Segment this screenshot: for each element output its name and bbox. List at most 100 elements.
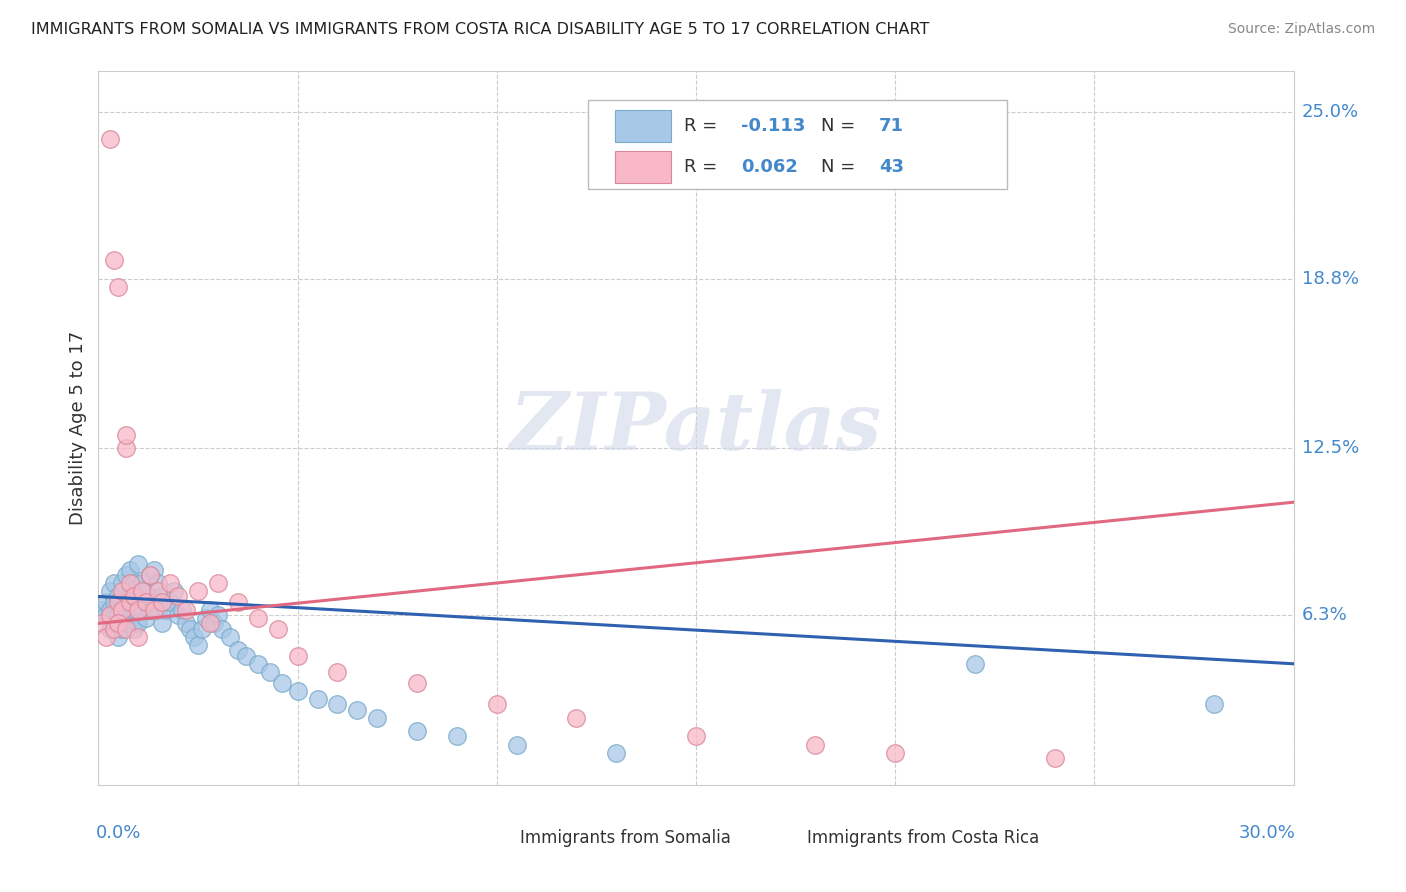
Point: [115, 595, 138, 609]
Point: [163, 584, 186, 599]
Point: [150, 590, 173, 604]
Point: [198, 603, 221, 617]
Point: [124, 603, 146, 617]
Point: [91, 616, 114, 631]
Point: [135, 584, 157, 599]
Point: [111, 584, 134, 599]
Point: [120, 611, 142, 625]
Point: [107, 590, 129, 604]
Point: [98, 584, 122, 599]
Point: [103, 576, 125, 591]
Text: R =: R =: [685, 158, 723, 176]
Point: [267, 622, 290, 636]
Point: [605, 746, 627, 760]
FancyBboxPatch shape: [761, 824, 799, 853]
Point: [346, 702, 368, 716]
Y-axis label: Disability Age 5 to 17: Disability Age 5 to 17: [69, 331, 87, 525]
Point: [167, 608, 190, 623]
Point: [139, 568, 162, 582]
Text: Immigrants from Costa Rica: Immigrants from Costa Rica: [807, 830, 1039, 847]
Point: [685, 730, 707, 744]
Point: [198, 616, 221, 631]
Point: [107, 630, 129, 644]
Text: 71: 71: [879, 117, 904, 135]
Point: [287, 648, 309, 663]
Point: [115, 622, 138, 636]
Point: [307, 691, 329, 706]
FancyBboxPatch shape: [614, 152, 671, 183]
Point: [98, 622, 122, 636]
Point: [115, 616, 138, 631]
Point: [235, 648, 257, 663]
Point: [127, 616, 149, 631]
Point: [124, 622, 146, 636]
Point: [366, 711, 388, 725]
Point: [135, 611, 157, 625]
Point: [159, 576, 181, 591]
Point: [211, 622, 233, 636]
Point: [103, 252, 125, 267]
Point: [207, 608, 229, 623]
Point: [150, 616, 173, 631]
Text: 0.062: 0.062: [741, 158, 799, 176]
Point: [446, 730, 468, 744]
Point: [326, 697, 349, 711]
Point: [226, 643, 249, 657]
Point: [127, 630, 149, 644]
Point: [1043, 751, 1066, 765]
Point: [139, 603, 162, 617]
Point: [124, 590, 146, 604]
Point: [131, 576, 153, 591]
Point: [111, 603, 134, 617]
Point: [91, 603, 114, 617]
Text: 30.0%: 30.0%: [1239, 824, 1296, 842]
Point: [159, 595, 181, 609]
Point: [187, 584, 209, 599]
Point: [187, 638, 209, 652]
Point: [127, 590, 149, 604]
Text: N =: N =: [821, 158, 862, 176]
Point: [139, 568, 162, 582]
Point: [174, 616, 197, 631]
Point: [202, 616, 225, 631]
Point: [103, 622, 125, 636]
Text: IMMIGRANTS FROM SOMALIA VS IMMIGRANTS FROM COSTA RICA DISABILITY AGE 5 TO 17 COR: IMMIGRANTS FROM SOMALIA VS IMMIGRANTS FR…: [31, 22, 929, 37]
Point: [172, 603, 194, 617]
Point: [259, 665, 281, 679]
Point: [124, 576, 146, 591]
Point: [98, 603, 122, 617]
Point: [219, 630, 242, 644]
Point: [226, 595, 249, 609]
Point: [179, 622, 201, 636]
FancyBboxPatch shape: [474, 824, 512, 853]
Point: [120, 595, 142, 609]
Point: [107, 280, 129, 294]
Point: [143, 562, 166, 576]
Point: [207, 576, 229, 591]
FancyBboxPatch shape: [589, 100, 1007, 189]
Point: [485, 697, 508, 711]
Point: [115, 442, 138, 456]
Point: [120, 562, 142, 576]
Point: [131, 603, 153, 617]
Point: [96, 595, 118, 609]
Point: [127, 557, 149, 571]
Point: [107, 608, 129, 623]
Point: [148, 603, 170, 617]
Point: [565, 711, 588, 725]
Point: [103, 616, 125, 631]
Point: [246, 657, 269, 671]
Point: [143, 595, 166, 609]
FancyBboxPatch shape: [614, 111, 671, 142]
Point: [174, 603, 197, 617]
Point: [326, 665, 349, 679]
Point: [96, 630, 118, 644]
Point: [131, 584, 153, 599]
Point: [167, 590, 190, 604]
Point: [963, 657, 986, 671]
Point: [111, 603, 134, 617]
Point: [804, 738, 827, 752]
Point: [135, 595, 157, 609]
Point: [148, 576, 170, 591]
Point: [148, 584, 170, 599]
